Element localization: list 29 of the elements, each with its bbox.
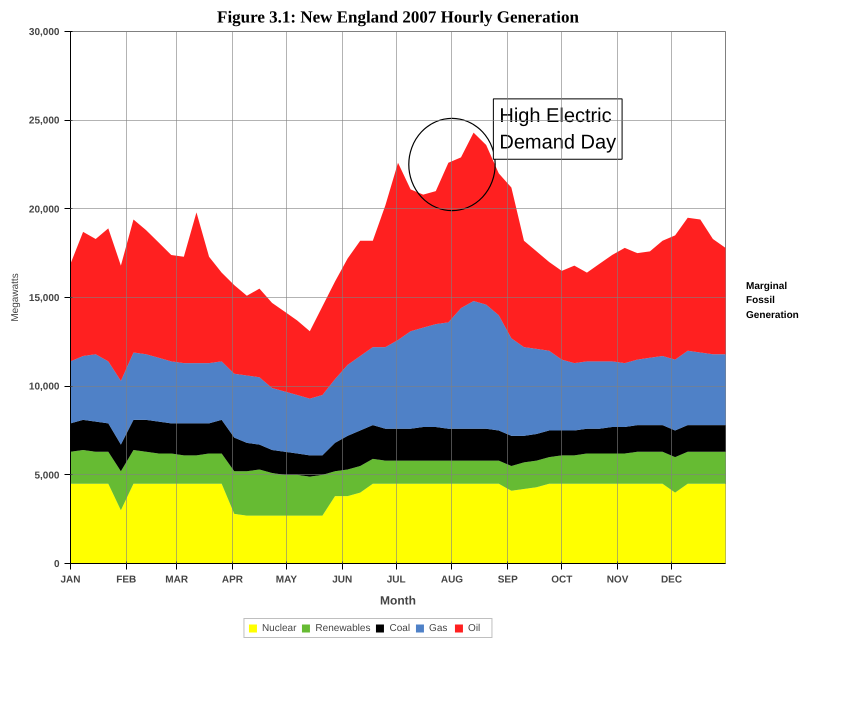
x-tick-label: JAN bbox=[60, 574, 81, 586]
x-tick-label: AUG bbox=[440, 574, 464, 586]
x-tick-label: MAY bbox=[276, 574, 298, 586]
annotation: High Electric Demand Day bbox=[499, 104, 616, 154]
legend-label: Gas bbox=[429, 622, 448, 634]
x-tick-label: OCT bbox=[551, 574, 572, 586]
y-tick-label: 30,000 bbox=[28, 27, 60, 38]
legend-label: Oil bbox=[468, 622, 482, 634]
chart-title: Figure 3.1: New England 2007 Hourly Generation bbox=[217, 8, 580, 26]
x-tick-label: NOV bbox=[606, 574, 629, 586]
x-tick-label: JUL bbox=[386, 574, 406, 586]
legend-label: Renewables bbox=[315, 622, 370, 634]
x-tick-label: DEC bbox=[660, 574, 682, 586]
text: Marginal Fossil Generation bbox=[746, 280, 799, 323]
y-tick-label: 5,000 bbox=[34, 470, 60, 482]
y-axis-title: Megawatts bbox=[10, 273, 21, 322]
y-tick-label: 10,000 bbox=[28, 382, 60, 393]
x-tick-label: SEP bbox=[498, 574, 518, 586]
x-tick-label: MAR bbox=[165, 574, 189, 586]
x-axis-title: Month bbox=[380, 594, 416, 608]
legend-label: Coal bbox=[389, 622, 410, 634]
x-tick-label: FEB bbox=[116, 574, 136, 586]
x-tick-label: APR bbox=[222, 574, 244, 586]
y-tick-label: 20,000 bbox=[28, 204, 60, 216]
y-tick-label: 0 bbox=[54, 559, 60, 570]
x-tick-label: JUN bbox=[332, 574, 352, 586]
y-tick-label: 25,000 bbox=[28, 116, 60, 127]
y-tick-label: 15,000 bbox=[28, 293, 60, 304]
legend-label: Nuclear bbox=[262, 622, 296, 634]
